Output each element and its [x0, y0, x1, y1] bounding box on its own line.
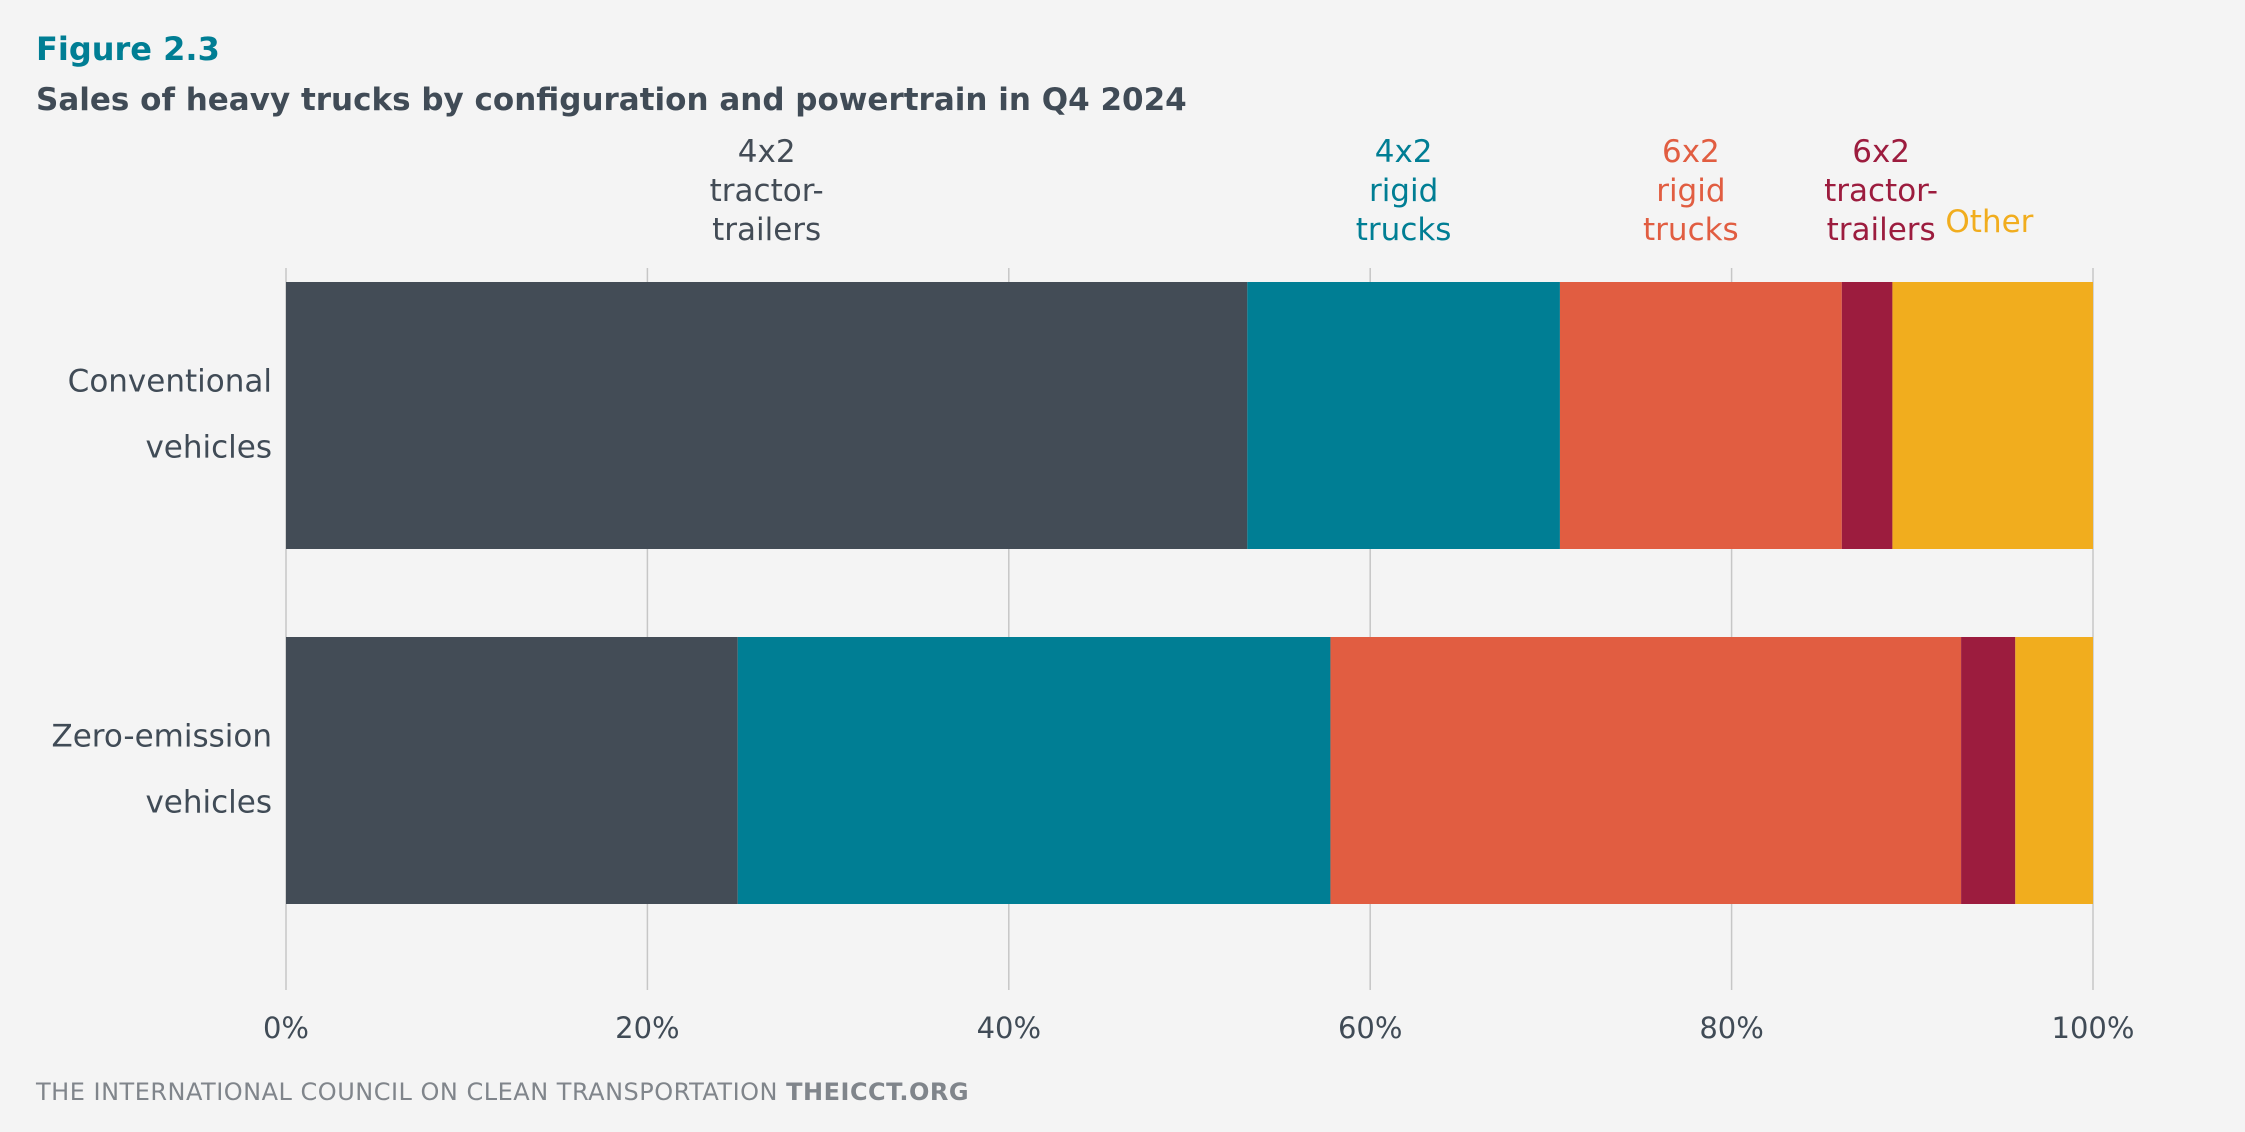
series-label: Other — [1945, 204, 2033, 240]
bar-segment — [1247, 282, 1560, 549]
x-tick-label: 80% — [1699, 1011, 1763, 1045]
series-label: 6x2 rigid trucks — [1643, 134, 1739, 248]
bar-segment — [1961, 637, 2016, 904]
bar-segment — [1559, 282, 1842, 549]
bar-segment — [1841, 282, 1893, 549]
chart-title: Sales of heavy trucks by configuration a… — [36, 82, 1187, 118]
x-tick-label: 20% — [615, 1011, 679, 1045]
bar-segment — [286, 637, 738, 904]
figure-label: Figure 2.3 — [36, 30, 220, 68]
category-label: Conventional vehicles — [68, 363, 272, 465]
bar-segment — [1892, 282, 2093, 549]
footer-site: THEICCT.ORG — [786, 1078, 970, 1106]
bar-segment — [737, 637, 1331, 904]
bar-segment — [1330, 637, 1962, 904]
x-tick-label: 60% — [1338, 1011, 1402, 1045]
series-label: 4x2 rigid trucks — [1356, 134, 1452, 248]
footer: THE INTERNATIONAL COUNCIL ON CLEAN TRANS… — [36, 1078, 969, 1106]
x-tick-label: 100% — [2052, 1011, 2135, 1045]
footer-org: THE INTERNATIONAL COUNCIL ON CLEAN TRANS… — [36, 1078, 779, 1106]
x-tick-label: 40% — [977, 1011, 1041, 1045]
series-label: 6x2 tractor-trailers — [1824, 134, 1938, 248]
category-label: Zero-emission vehicles — [51, 718, 272, 820]
bar-segment — [286, 282, 1248, 549]
series-label: 4x2 tractor-trailers — [710, 134, 824, 248]
bar-segment — [2015, 637, 2093, 904]
x-tick-label: 0% — [263, 1011, 309, 1045]
